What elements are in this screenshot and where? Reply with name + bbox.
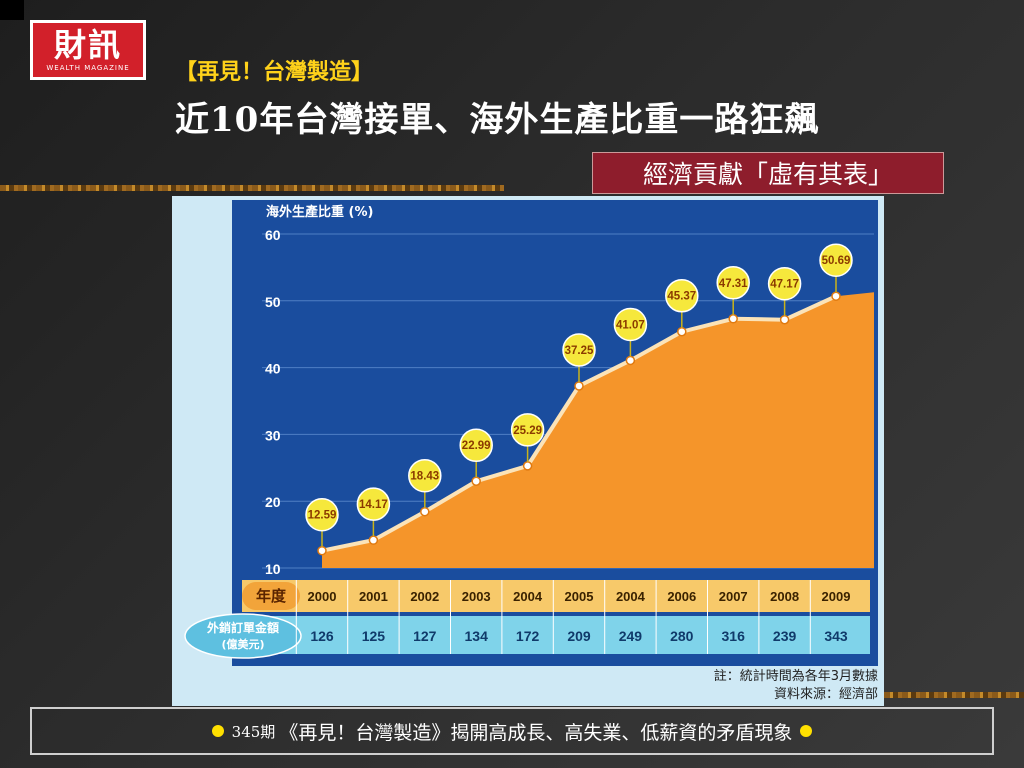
x-tick-label: 2004 — [616, 589, 646, 604]
data-label-bubble — [613, 307, 648, 342]
data-label: 25.29 — [513, 425, 542, 437]
x-tick-label: 2001 — [359, 589, 388, 604]
decorative-line-top — [0, 185, 504, 191]
orders-value: 280 — [670, 628, 694, 644]
data-label: 47.17 — [770, 279, 799, 291]
x-tick-label: 2003 — [462, 589, 491, 604]
data-label-bubble — [819, 243, 853, 277]
x-tick-label: 2005 — [565, 589, 594, 604]
data-label: 41.07 — [616, 319, 645, 331]
data-label: 47.31 — [719, 278, 748, 290]
data-label: 45.37 — [667, 291, 696, 303]
data-label: 50.69 — [822, 255, 851, 267]
y-tick-label: 50 — [265, 294, 281, 310]
data-label-bubble — [665, 278, 699, 313]
x-tick-label: 2006 — [667, 589, 696, 604]
y-tick-label: 40 — [265, 361, 281, 377]
data-point — [779, 314, 790, 325]
highlight-tag-text: 經濟貢獻「虛有其表」 — [642, 160, 893, 189]
x-tick-label: 2009 — [822, 589, 851, 604]
orders-value: 127 — [413, 628, 437, 644]
year-row-label: 年度 — [256, 587, 287, 605]
data-point — [574, 381, 584, 391]
x-tick-label: 2000 — [308, 589, 337, 604]
data-point — [831, 291, 841, 301]
data-point — [420, 506, 430, 517]
orders-value: 134 — [465, 628, 489, 644]
data-label-bubble — [356, 487, 391, 521]
orders-value: 316 — [722, 628, 746, 644]
x-tick-label: 2002 — [410, 589, 439, 604]
orders-value: 172 — [516, 628, 540, 644]
y-tick-label: 60 — [265, 227, 281, 243]
data-label: 37.25 — [565, 345, 594, 357]
data-label-bubble — [716, 266, 750, 300]
orders-value: 126 — [310, 628, 334, 644]
data-label-bubble — [408, 458, 442, 493]
chart-note: 註：統計時間為各年3月數據 — [714, 668, 878, 684]
x-tick-label: 2008 — [770, 589, 799, 604]
data-label: 14.17 — [359, 499, 388, 511]
orders-row-label-bg — [184, 613, 302, 659]
data-point — [522, 461, 533, 471]
data-point — [317, 545, 327, 556]
orders-value: 249 — [619, 628, 643, 644]
highlight-tag: 經濟貢獻「虛有其表」 — [592, 152, 944, 194]
data-point — [677, 326, 687, 337]
slide-subtitle: 【再見！台灣製造】 — [175, 59, 374, 85]
y-tick-label: 30 — [265, 427, 281, 443]
orders-value: 209 — [567, 628, 591, 644]
data-label-bubble — [510, 413, 545, 447]
data-label-bubble — [305, 497, 339, 532]
data-label: 12.59 — [308, 510, 337, 522]
y-tick-label: 10 — [265, 561, 281, 577]
footer-issue: 345期 — [231, 722, 276, 741]
x-tick-label: 2007 — [719, 589, 748, 604]
orders-value: 125 — [362, 628, 386, 644]
data-point — [368, 535, 379, 545]
year-row-label-bg — [242, 582, 300, 610]
y-tick-label: 20 — [265, 494, 281, 510]
overseas-production-chart: 10 20 30 40 50 60 海外生產比重 (%) 12.59 14.17 18.43 22.… — [184, 200, 878, 702]
footer-banner: 345期 《再見！台灣製造》揭開高成長、高失業、低薪資的矛盾現象 — [30, 707, 994, 755]
footer-text: 《再見！台灣製造》揭開高成長、高失業、低薪資的矛盾現象 — [279, 721, 793, 744]
wealth-magazine-logo: 財訊 WEALTH MAGAZINE — [30, 20, 146, 80]
logo-main-text: 財訊 — [53, 26, 122, 64]
area-fill — [322, 292, 874, 568]
data-label-bubble — [767, 266, 802, 301]
orders-row-label: 外銷訂單金額 — [207, 620, 279, 635]
orders-value: 239 — [773, 628, 797, 644]
orders-row-unit: (億美元) — [221, 637, 264, 651]
data-point — [728, 314, 738, 324]
data-label: 18.43 — [410, 471, 439, 483]
x-tick-label: 2004 — [513, 589, 543, 604]
data-label-bubble — [562, 333, 596, 367]
orders-row — [242, 616, 870, 654]
logo-sub-text: WEALTH MAGAZINE — [46, 64, 130, 72]
y-axis-label: 海外生產比重 (%) — [266, 204, 373, 220]
orders-value: 343 — [824, 628, 848, 644]
bullet-dot-left — [211, 725, 224, 737]
data-point — [471, 476, 481, 486]
slide-title: 近10年台灣接單、海外生產比重一路狂飆 — [175, 100, 820, 140]
bullet-dot-right — [800, 725, 813, 737]
data-label: 22.99 — [462, 440, 491, 452]
corner-mark — [0, 0, 24, 20]
data-label-bubble — [459, 428, 493, 462]
data-point — [625, 355, 636, 366]
year-row — [242, 580, 870, 612]
decorative-line-bottom — [884, 692, 1024, 698]
chart-panel: 10 20 30 40 50 60 海外生產比重 (%) 12.59 14.17 18.43 22.… — [172, 196, 884, 706]
chart-source: 資料來源：經濟部 — [774, 686, 878, 702]
